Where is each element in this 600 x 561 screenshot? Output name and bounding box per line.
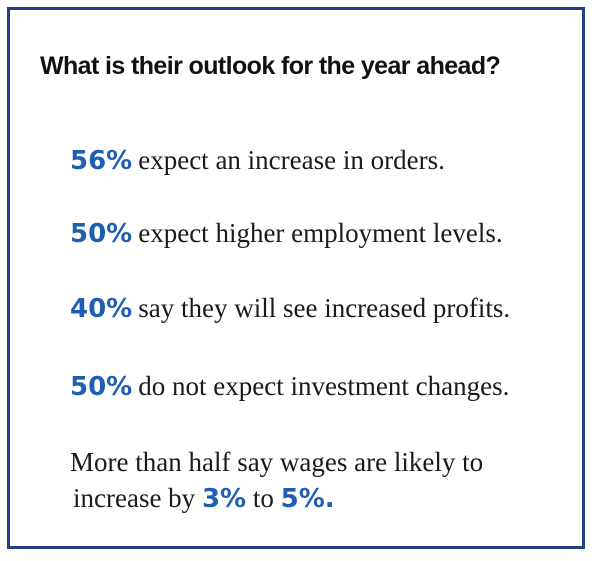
wage-line-2: increase by 3% to 5%.	[70, 480, 483, 517]
wage-line-1: More than half say wages are likely to	[70, 447, 484, 477]
wage-prefix: increase by	[73, 483, 202, 513]
wage-high-percent: 5%.	[280, 484, 335, 514]
stat-percent: 56%	[70, 146, 133, 176]
outlook-panel: What is their outlook for the year ahead…	[7, 7, 585, 549]
wage-low-percent: 3%	[201, 484, 247, 514]
stat-text: say they will see increased profits.	[138, 293, 511, 323]
stat-text: expect an increase in orders.	[138, 145, 445, 175]
stat-percent: 50%	[70, 219, 133, 249]
panel-heading: What is their outlook for the year ahead…	[40, 52, 501, 80]
stat-employment: 50% expect higher employment levels.	[70, 218, 503, 249]
stat-text: do not expect investment changes.	[138, 371, 510, 401]
stat-investment: 50% do not expect investment changes.	[70, 371, 509, 402]
stat-text: expect higher employment levels.	[138, 218, 503, 248]
wage-statement: More than half say wages are likely to i…	[70, 444, 483, 517]
stat-percent: 40%	[70, 294, 133, 324]
stat-profits: 40% say they will see increased profits.	[70, 293, 510, 324]
stat-orders: 56% expect an increase in orders.	[70, 145, 445, 176]
wage-middle: to	[246, 483, 281, 513]
stat-percent: 50%	[70, 372, 133, 402]
